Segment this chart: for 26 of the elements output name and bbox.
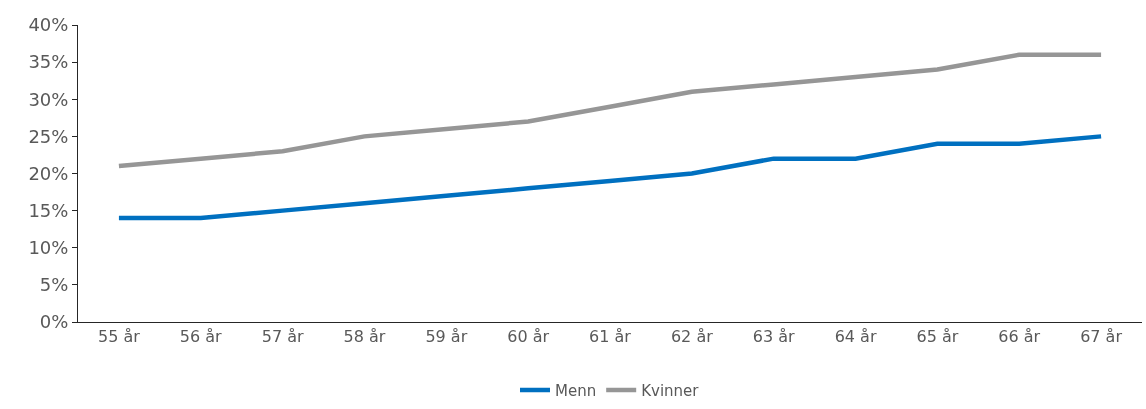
y-tick-label: 15% bbox=[28, 199, 69, 221]
x-tick-label: 57 år bbox=[261, 327, 304, 347]
y-tick-label: 35% bbox=[28, 51, 69, 73]
x-tick-label: 55 år bbox=[98, 327, 141, 347]
legend-label: Kvinner bbox=[641, 381, 700, 400]
x-tick-label: 60 år bbox=[507, 327, 550, 347]
x-tick-label: 64 år bbox=[834, 327, 877, 347]
y-tick-label: 25% bbox=[28, 125, 69, 147]
x-tick-label: 67 år bbox=[1080, 327, 1123, 347]
x-tick-label: 56 år bbox=[179, 327, 223, 347]
x-tick-label: 65 år bbox=[916, 327, 959, 347]
legend-label: Menn bbox=[555, 381, 597, 400]
y-tick-label: 5% bbox=[39, 274, 69, 296]
x-tick-label: 66 år bbox=[998, 327, 1041, 347]
x-tick-label: 62 år bbox=[670, 327, 714, 347]
x-tick-label: 63 år bbox=[752, 327, 796, 347]
y-tick-label: 40% bbox=[28, 14, 69, 36]
x-tick-label: 59 år bbox=[425, 327, 468, 347]
y-tick-label: 30% bbox=[28, 88, 69, 110]
line-series bbox=[116, 134, 1104, 221]
y-tick-label: 0% bbox=[39, 311, 69, 333]
x-tick-label: 58 år bbox=[343, 327, 386, 347]
y-tick-label: 10% bbox=[28, 237, 69, 259]
x-tick-label: 61 år bbox=[589, 327, 632, 347]
line-series bbox=[116, 52, 1104, 169]
y-tick-label: 20% bbox=[28, 162, 69, 184]
